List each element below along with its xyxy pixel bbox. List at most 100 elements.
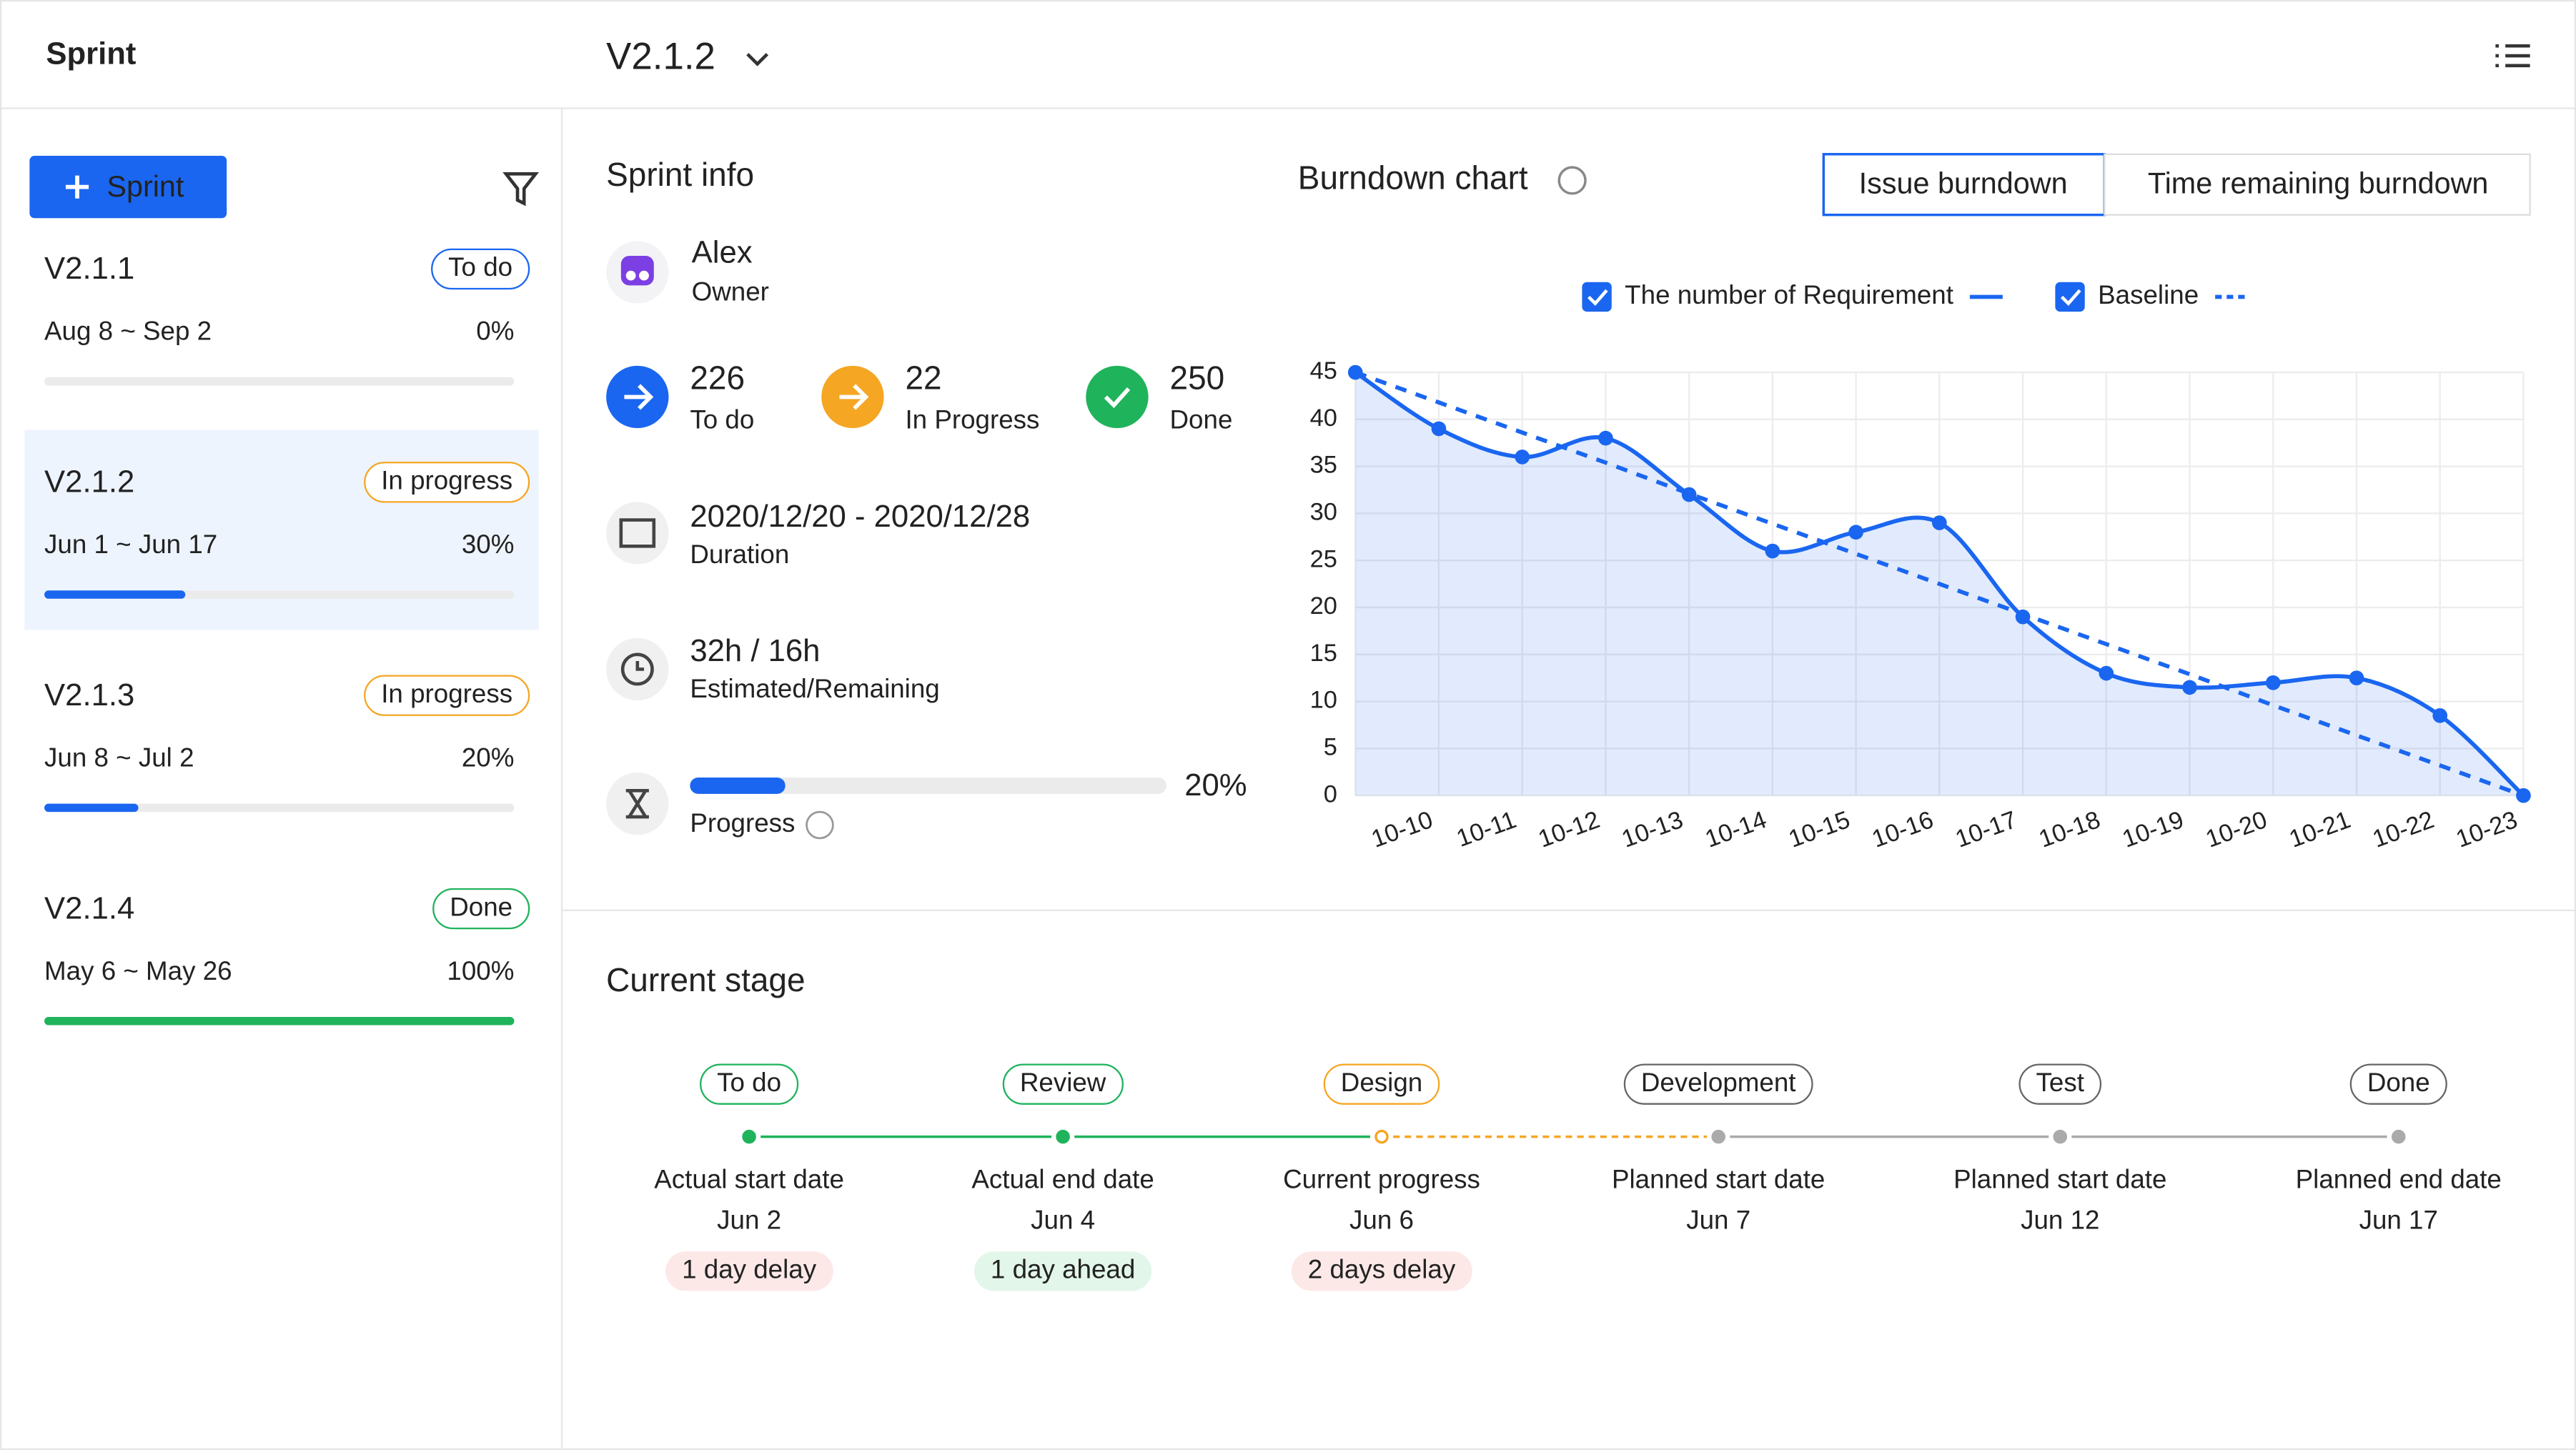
legend-label: Baseline (2098, 280, 2199, 309)
progress-percent: 20% (1184, 768, 1247, 803)
stage-date: Jun 2 (717, 1206, 781, 1235)
stat-label: In Progress (905, 405, 1039, 434)
y-tick-label: 25 (1310, 545, 1337, 572)
avatar-eye (639, 270, 649, 281)
menu-icon[interactable] (2495, 44, 2530, 68)
badge-label: Done (450, 892, 512, 921)
tab-label: Time remaining burndown (2148, 167, 2489, 199)
badge (974, 1251, 1152, 1291)
timeline-dot (1711, 1129, 1725, 1144)
sprint-percent: 30% (462, 530, 515, 559)
chevron-icon[interactable] (746, 53, 769, 66)
point (1932, 515, 1947, 530)
clock-hand (635, 660, 644, 671)
progress-track (44, 803, 515, 813)
add-sprint-label: Sprint (106, 170, 184, 203)
point (1598, 430, 1613, 446)
badge-label: To do (448, 252, 512, 282)
duration: 2020/12/20 - 2020/12/28 (690, 499, 1030, 534)
badge (1002, 1063, 1124, 1105)
badge-label: Design (1341, 1068, 1422, 1097)
tab[interactable] (2104, 153, 2531, 216)
progress-track (44, 377, 515, 386)
point (1765, 543, 1780, 559)
add-sprint-button[interactable] (29, 156, 227, 219)
point (2265, 675, 2281, 690)
sprint-percent: 20% (462, 743, 515, 772)
stage-caption: Actual start date (654, 1164, 844, 1193)
tab-label: Issue burndown (1859, 167, 2068, 199)
progress-fill (690, 777, 786, 794)
progress-label: Progress (690, 808, 795, 838)
badge-label: 1 day delay (682, 1255, 817, 1284)
point (1431, 421, 1447, 437)
point (2182, 680, 2197, 695)
timeline-dot (1374, 1129, 1389, 1144)
stat-value: 226 (690, 359, 745, 397)
help-icon[interactable] (806, 810, 834, 840)
point (2432, 708, 2448, 723)
legend-checkbox[interactable] (1582, 282, 1612, 312)
badge-label: Review (1020, 1068, 1106, 1097)
version-select: V2.1.2 (606, 36, 715, 78)
owner-name: Alex (692, 234, 753, 269)
clock-glyph (620, 652, 654, 686)
sprint-name: V2.1.3 (44, 677, 134, 712)
badge-label: To do (717, 1068, 781, 1097)
chart-title: Burndown chart (1298, 159, 1528, 197)
y-tick-label: 35 (1310, 452, 1337, 479)
badge (2349, 1063, 2447, 1105)
stage-caption: Planned start date (1953, 1164, 2166, 1193)
progress-fill (44, 1017, 515, 1026)
timeline-dot (742, 1129, 756, 1144)
filter-icon[interactable] (502, 172, 540, 207)
plus-icon (65, 175, 89, 199)
badge-label: 2 days delay (1308, 1255, 1456, 1284)
badge-label: In progress (381, 466, 512, 495)
stage-date: Jun 4 (1031, 1206, 1095, 1235)
y-tick-label: 10 (1310, 687, 1337, 714)
stat-glyph (839, 384, 869, 410)
badge (665, 1251, 833, 1291)
owner-role: Owner (692, 277, 769, 307)
legend-label: The number of Requirement (1625, 280, 1953, 309)
badge (2018, 1063, 2102, 1105)
legend-checkbox[interactable] (2055, 282, 2085, 312)
badge (431, 248, 530, 290)
tab[interactable] (1822, 153, 2106, 217)
time-label: Estimated/Remaining (690, 674, 939, 703)
timeline-dot (1056, 1129, 1070, 1144)
stage-date: Jun 17 (2359, 1206, 2438, 1235)
point (1681, 487, 1697, 502)
avatar-eye (625, 270, 636, 281)
time: 32h / 16h (690, 633, 820, 668)
stage-caption: Planned end date (2296, 1164, 2502, 1193)
point (1848, 525, 1863, 540)
badge-label: In progress (381, 679, 512, 708)
badge (699, 1063, 799, 1105)
progress-fill (44, 803, 139, 813)
header-title: Sprint (46, 36, 136, 71)
timeline-dot (2053, 1129, 2068, 1144)
point (2099, 665, 2114, 681)
y-tick-label: 30 (1310, 499, 1337, 526)
badge-label: Test (2036, 1068, 2084, 1097)
check-glyph (2060, 289, 2081, 306)
stat-icon (1086, 365, 1149, 429)
sprint-dates: May 6 ~ May 26 (44, 956, 232, 985)
progress-fill (44, 590, 186, 599)
help-icon[interactable] (1557, 166, 1587, 195)
sprint-name: V2.1.4 (44, 890, 134, 925)
sprint-name: V2.1.2 (44, 465, 134, 500)
badge-label: 1 day ahead (991, 1255, 1135, 1284)
check-glyph (1587, 289, 1608, 306)
sprint-dates: Aug 8 ~ Sep 2 (44, 317, 212, 346)
line (1354, 370, 2525, 798)
badge (1291, 1251, 1472, 1291)
sprint-dates: Jun 1 ~ Jun 17 (44, 530, 217, 559)
stage-date: Jun 6 (1349, 1206, 1414, 1235)
y-tick-label: 0 (1324, 780, 1337, 808)
stage-date: Jun 12 (2021, 1206, 2099, 1235)
